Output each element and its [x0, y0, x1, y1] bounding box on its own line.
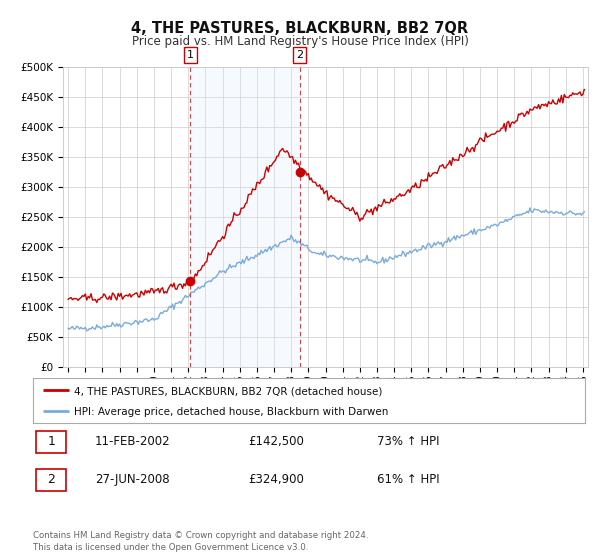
FancyBboxPatch shape: [36, 431, 66, 453]
Text: This data is licensed under the Open Government Licence v3.0.: This data is licensed under the Open Gov…: [33, 543, 308, 552]
Text: 4, THE PASTURES, BLACKBURN, BB2 7QR (detached house): 4, THE PASTURES, BLACKBURN, BB2 7QR (det…: [74, 386, 383, 396]
Text: 1: 1: [47, 435, 55, 449]
Text: 4, THE PASTURES, BLACKBURN, BB2 7QR: 4, THE PASTURES, BLACKBURN, BB2 7QR: [131, 21, 469, 36]
Text: 27-JUN-2008: 27-JUN-2008: [95, 473, 170, 487]
Text: 11-FEB-2002: 11-FEB-2002: [95, 435, 170, 449]
Text: £142,500: £142,500: [248, 435, 304, 449]
Text: 2: 2: [47, 473, 55, 487]
Bar: [190, 67, 299, 367]
Text: Price paid vs. HM Land Registry's House Price Index (HPI): Price paid vs. HM Land Registry's House …: [131, 35, 469, 48]
Text: Contains HM Land Registry data © Crown copyright and database right 2024.: Contains HM Land Registry data © Crown c…: [33, 531, 368, 540]
Text: 73% ↑ HPI: 73% ↑ HPI: [377, 435, 440, 449]
Text: £324,900: £324,900: [248, 473, 304, 487]
Text: HPI: Average price, detached house, Blackburn with Darwen: HPI: Average price, detached house, Blac…: [74, 407, 389, 417]
Text: 2: 2: [296, 50, 303, 60]
Text: 61% ↑ HPI: 61% ↑ HPI: [377, 473, 440, 487]
Text: 1: 1: [187, 50, 194, 60]
FancyBboxPatch shape: [36, 469, 66, 491]
